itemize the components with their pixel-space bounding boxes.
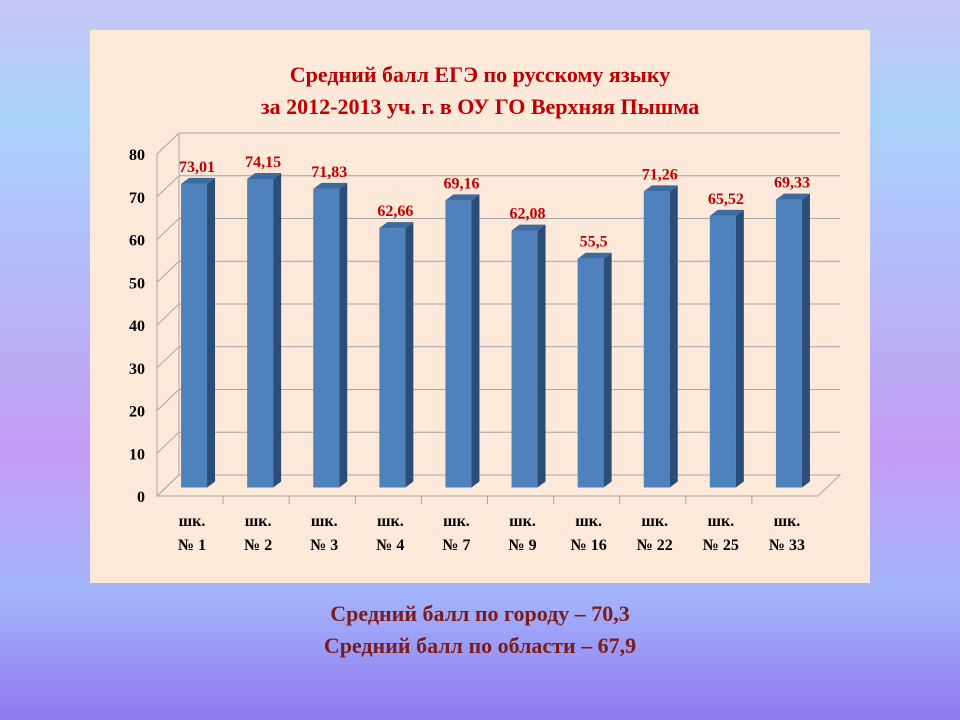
region-average-text: Средний балл по области – 67,9 — [323, 633, 637, 658]
bar-1 — [181, 183, 208, 488]
bar-side-6 — [537, 224, 546, 488]
x-tick-label-10-line-1: шк. — [774, 513, 801, 530]
bar-side-10 — [801, 193, 810, 488]
side-gridline-80 — [156, 132, 180, 155]
side-gridline-20 — [156, 389, 180, 411]
bar-4 — [379, 228, 406, 488]
bar-side-4 — [405, 222, 414, 488]
x-tick-label-8-line-2: № 22 — [637, 537, 673, 554]
bar-top-4 — [379, 222, 414, 229]
city-average-text: Средний балл по городу – 70,3 — [330, 601, 630, 626]
x-tick-label-2-line-2: № 2 — [244, 537, 272, 554]
data-label-7: 55,5 — [580, 234, 608, 251]
bar-side-7 — [603, 252, 612, 488]
y-tick-label-10: 10 — [129, 446, 145, 463]
data-label-3: 71,83 — [311, 164, 347, 181]
x-tick-label-1-line-2: № 1 — [178, 537, 206, 554]
bar-5 — [445, 200, 472, 488]
x-tick-label-7-line-2: № 16 — [571, 537, 607, 554]
data-label-5: 69,16 — [443, 175, 479, 192]
bar-side-5 — [471, 194, 480, 488]
side-gridline-30 — [156, 346, 180, 369]
bar-top-5 — [445, 194, 480, 201]
bar-side-9 — [735, 209, 744, 488]
x-tick-label-3-line-2: № 3 — [310, 537, 338, 554]
x-tick-label-7-line-1: шк. — [575, 513, 602, 530]
y-tick-label-30: 30 — [129, 361, 145, 378]
bar-3 — [313, 188, 340, 488]
bar-top-10 — [775, 193, 810, 200]
y-tick-label-20: 20 — [129, 404, 145, 421]
x-tick-label-10-line-2: № 33 — [769, 537, 805, 554]
bar-top-9 — [709, 209, 744, 216]
bar-chart: 0 10 20 30 40 50 60 70 80 73,01 шк. № 1 74,15 шк. № 2 7… — [129, 132, 842, 554]
bar-side-3 — [339, 182, 348, 488]
bar-6 — [511, 230, 538, 488]
data-label-9: 65,52 — [708, 191, 744, 208]
x-tick-label-5-line-1: шк. — [443, 513, 470, 530]
bar-side-1 — [207, 177, 216, 488]
x-tick-label-9-line-1: шк. — [707, 513, 734, 530]
x-tick-label-5-line-2: № 7 — [442, 537, 470, 554]
y-tick-label-80: 80 — [129, 147, 145, 164]
bar-top-6 — [511, 224, 546, 231]
x-tick-label-4-line-1: шк. — [377, 513, 404, 530]
bar-top-1 — [181, 177, 216, 184]
data-label-8: 71,26 — [642, 166, 678, 183]
data-label-4: 62,66 — [377, 203, 413, 220]
data-label-1: 73,01 — [179, 159, 215, 176]
data-label-10: 69,33 — [774, 175, 810, 192]
bar-2 — [247, 179, 274, 488]
bar-side-8 — [669, 185, 678, 488]
chart-title-line-2: за 2012-2013 уч. г. в ОУ ГО Верхняя Пышм… — [260, 94, 700, 119]
bar-side-2 — [273, 173, 282, 488]
x-tick-label-9-line-2: № 25 — [703, 537, 739, 554]
chart-title-line-1: Средний балл ЕГЭ по русскому языку — [289, 62, 671, 87]
y-tick-label-60: 60 — [129, 233, 145, 250]
x-tick-label-3-line-1: шк. — [311, 513, 338, 530]
y-tick-label-50: 50 — [129, 275, 145, 292]
side-gridline-40 — [156, 303, 180, 326]
bar-top-3 — [313, 182, 348, 189]
y-tick-label-0: 0 — [137, 489, 145, 506]
bar-top-2 — [247, 173, 282, 180]
x-tick-label-8-line-1: шк. — [641, 513, 668, 530]
bar-8 — [643, 191, 670, 488]
chart-floor — [155, 474, 842, 497]
data-label-2: 74,15 — [245, 154, 281, 171]
bar-top-8 — [643, 185, 678, 192]
footer-summary: Средний балл по городу – 70,3 Средний ба… — [0, 598, 960, 662]
y-tick-label-40: 40 — [129, 318, 145, 335]
bar-7 — [577, 258, 604, 488]
x-tick-label-4-line-2: № 4 — [376, 537, 404, 554]
side-gridline-60 — [156, 218, 180, 240]
chart-panel: Средний балл ЕГЭ по русскому языку за 20… — [90, 30, 870, 583]
x-tick-label-2-line-1: шк. — [245, 513, 272, 530]
side-gridline-70 — [156, 175, 180, 198]
data-label-6: 62,08 — [510, 206, 546, 223]
side-gridline-50 — [156, 260, 180, 283]
x-tick-label-6-line-1: шк. — [509, 513, 536, 530]
x-tick-label-1-line-1: шк. — [179, 513, 206, 530]
x-tick-label-6-line-2: № 9 — [509, 537, 537, 554]
bar-10 — [775, 199, 802, 488]
side-gridline-10 — [156, 431, 180, 454]
y-tick-label-70: 70 — [129, 190, 145, 207]
bar-top-7 — [577, 252, 612, 259]
bar-9 — [709, 215, 736, 488]
